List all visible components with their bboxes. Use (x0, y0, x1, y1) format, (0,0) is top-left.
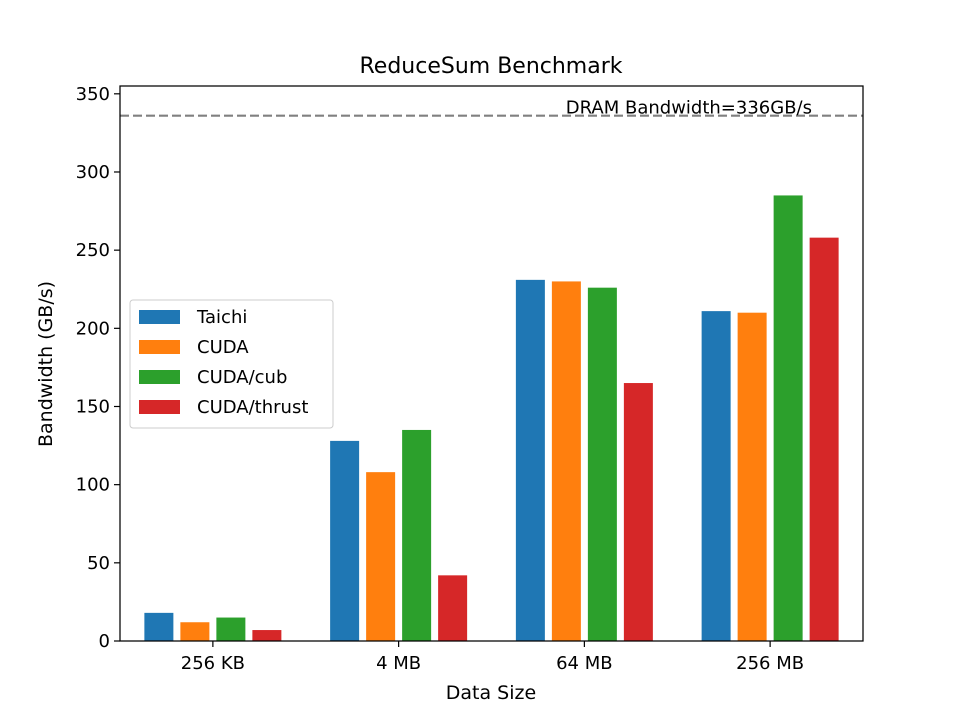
legend-label: Taichi (196, 307, 247, 328)
legend-label: CUDA/thrust (197, 397, 308, 418)
bar-taichi-0 (144, 612, 174, 641)
chart-title: ReduceSum Benchmark (359, 54, 622, 79)
bar-cuda-thrust-2 (623, 383, 653, 641)
y-tick-label: 250 (76, 240, 110, 261)
legend-label: CUDA/cub (197, 367, 287, 388)
y-tick-label: 50 (87, 553, 110, 574)
legend-swatch-cuda (139, 340, 180, 354)
x-axis: 256 KB 4 MB 64 MB 256 MB (181, 641, 804, 674)
bar-cuda-cub-3 (773, 195, 803, 641)
legend-box (129, 299, 334, 429)
legend-label: CUDA (197, 337, 249, 358)
y-tick-label: 0 (99, 631, 110, 652)
legend-swatch-taichi (139, 310, 180, 324)
y-tick-label: 200 (76, 318, 110, 339)
y-tick-label: 100 (76, 475, 110, 496)
dram-bandwidth-label: DRAM Bandwidth=336GB/s (566, 98, 812, 119)
x-tick-label: 256 KB (181, 653, 245, 674)
y-tick-label: 300 (76, 162, 110, 183)
y-tick-label: 350 (76, 84, 110, 105)
bar-cuda-3 (737, 312, 767, 641)
x-tick-label: 4 MB (376, 653, 421, 674)
bar-cuda-2 (551, 281, 581, 641)
legend-swatch-cuda-thrust (139, 400, 180, 414)
bar-cuda-1 (366, 472, 396, 641)
bar-cuda-0 (180, 622, 210, 641)
legend: Taichi CUDA CUDA/cub CUDA/thrust (129, 299, 334, 429)
y-axis: 0 50 100 150 200 250 300 350 (76, 84, 120, 652)
bar-cuda-thrust-3 (809, 237, 839, 641)
bar-cuda-cub-1 (402, 429, 432, 641)
bar-cuda-thrust-0 (252, 630, 282, 641)
bar-taichi-1 (330, 440, 360, 641)
y-axis-label: Bandwidth (GB/s) (35, 281, 57, 447)
bar-taichi-2 (515, 279, 545, 641)
reference-line-group: DRAM Bandwidth=336GB/s (120, 98, 863, 119)
bar-cuda-thrust-1 (438, 575, 468, 641)
bar-cuda-cub-2 (587, 287, 617, 641)
x-tick-label: 64 MB (556, 653, 613, 674)
y-tick-label: 150 (76, 396, 110, 417)
plot-frame (119, 85, 864, 642)
x-axis-label: Data Size (446, 682, 536, 704)
legend-swatch-cuda-cub (139, 370, 180, 384)
x-tick-label: 256 MB (736, 653, 804, 674)
bars-group (144, 195, 839, 641)
bar-cuda-cub-0 (216, 617, 246, 641)
bar-taichi-3 (701, 311, 731, 641)
